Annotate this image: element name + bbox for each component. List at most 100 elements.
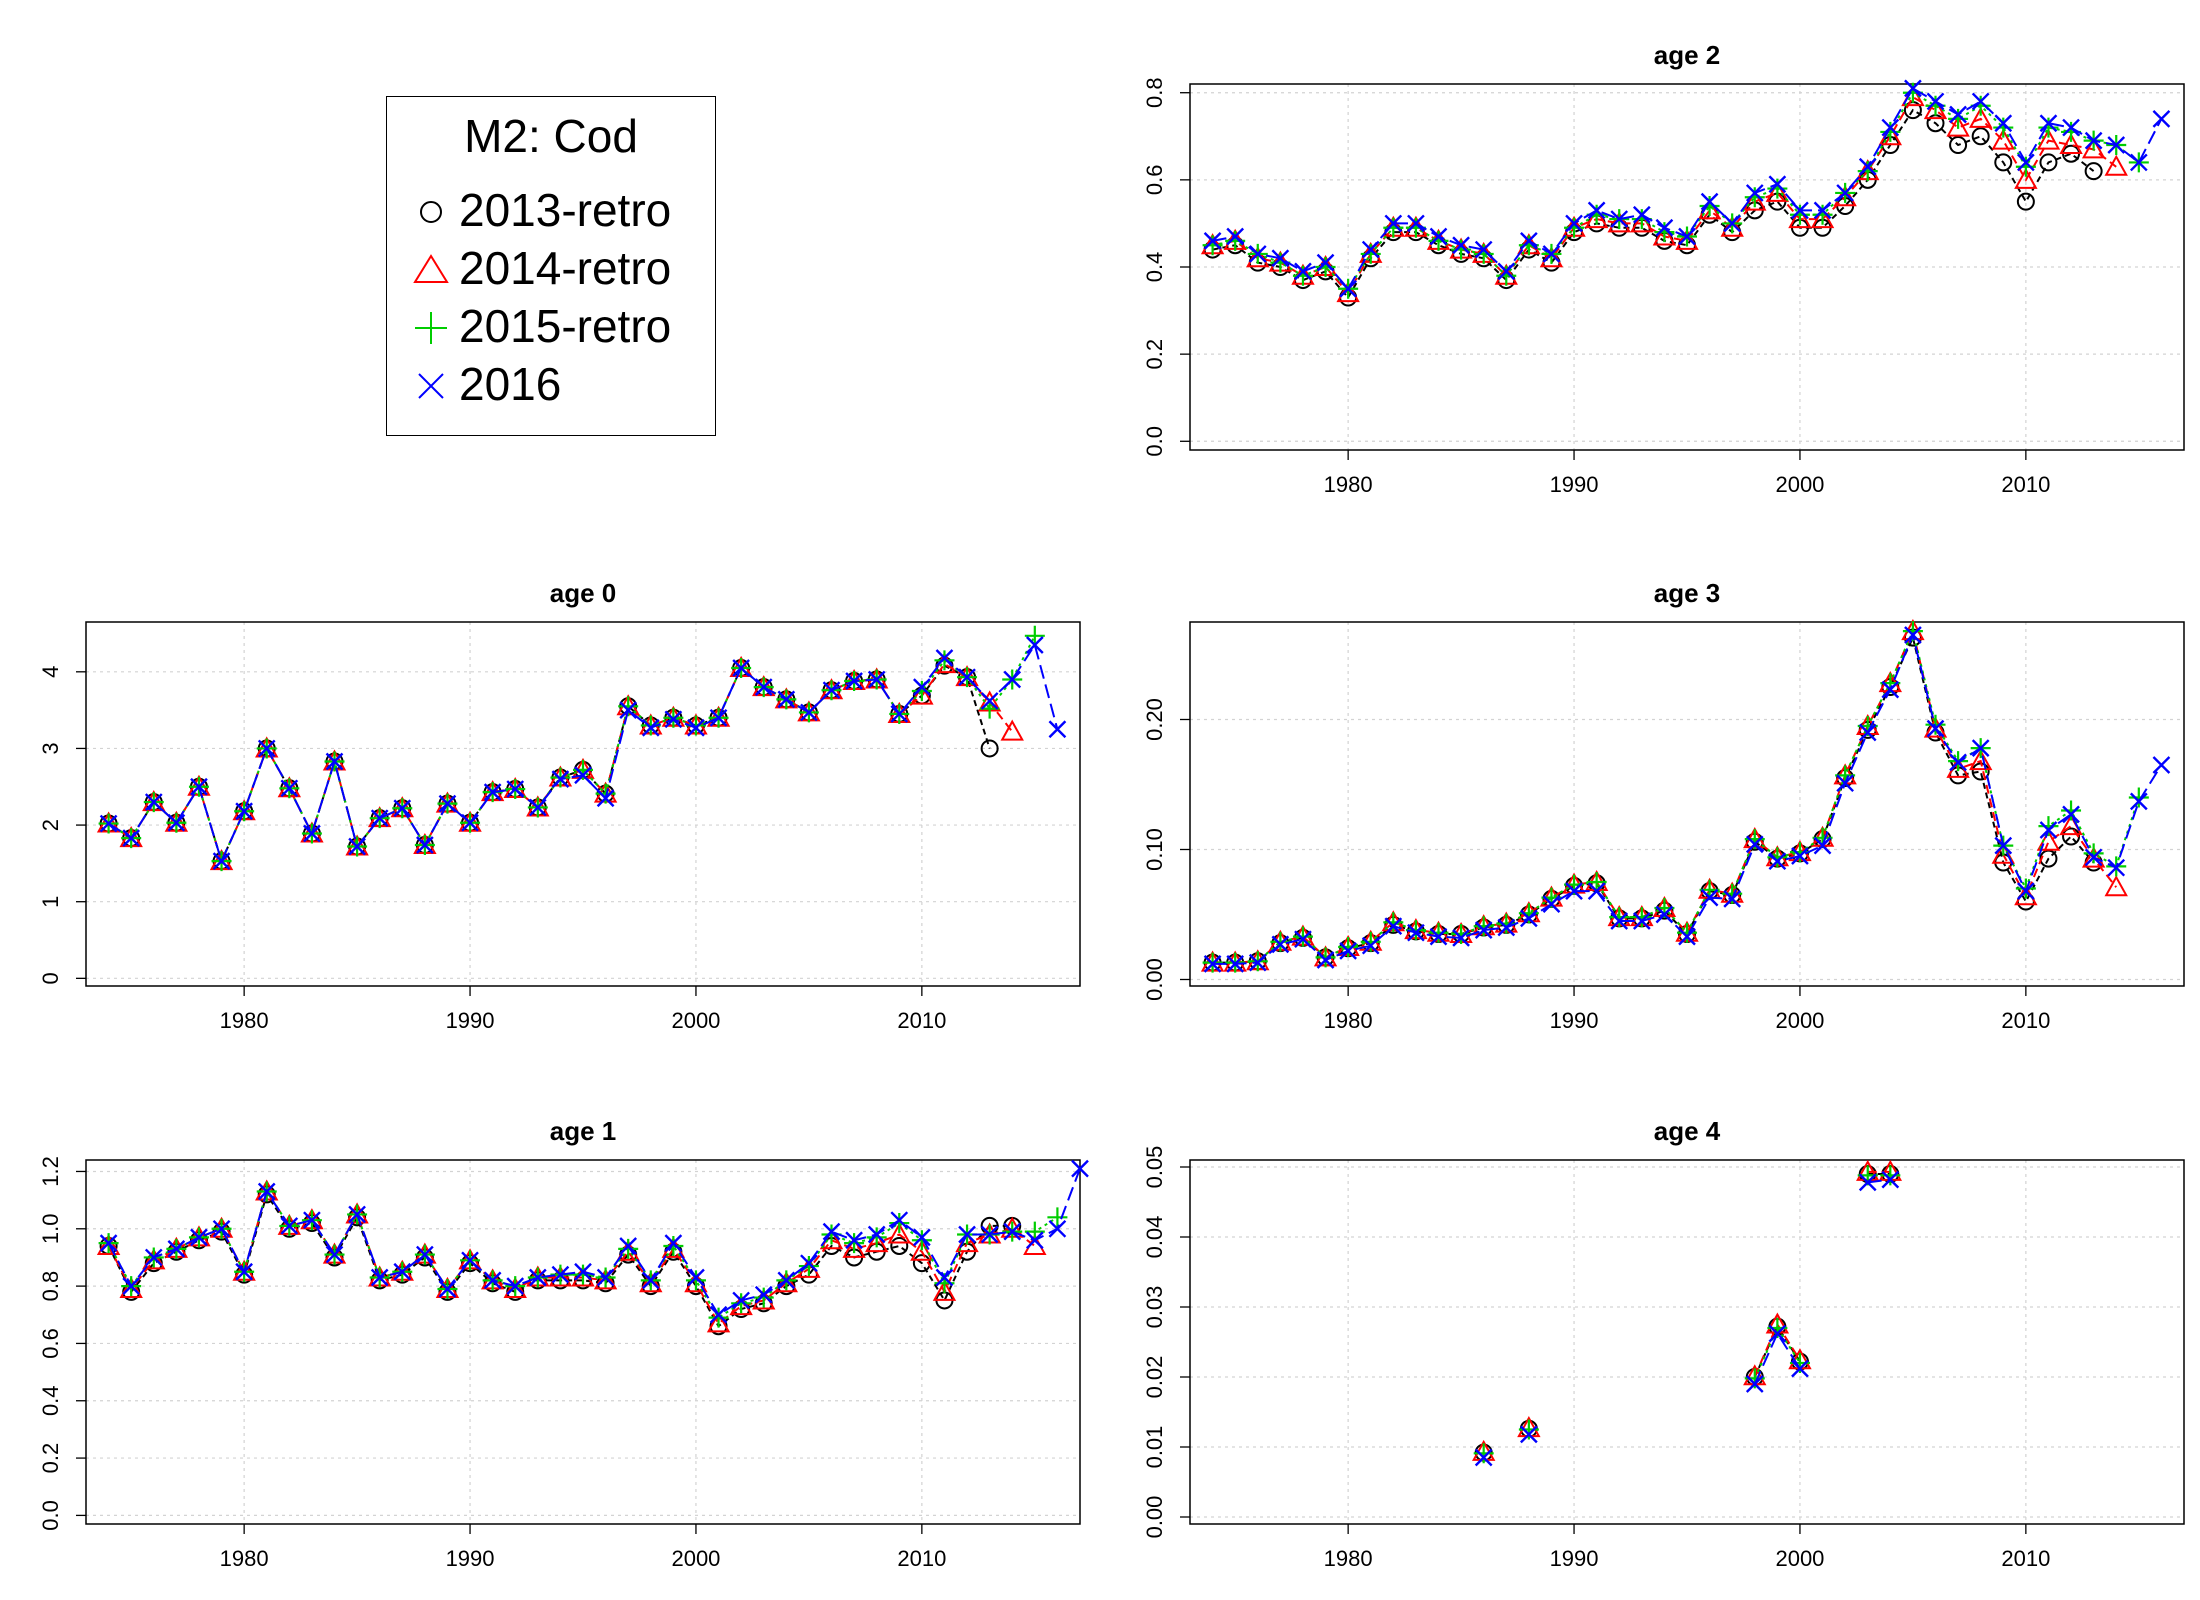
plot-frame	[85, 1159, 1081, 1525]
y-tick-label: 0.8	[1142, 77, 1167, 108]
data-point	[483, 783, 502, 801]
data-series	[1202, 82, 2149, 299]
data-point	[2062, 118, 2080, 137]
data-point	[1609, 907, 1630, 928]
data-point	[461, 813, 479, 832]
data-point	[1452, 236, 1470, 255]
circle-icon	[420, 201, 442, 223]
data-point	[2017, 882, 2035, 900]
data-point	[687, 718, 705, 737]
data-point	[732, 659, 750, 677]
data-point	[2016, 192, 2035, 211]
series-line	[1212, 91, 2140, 291]
data-point	[1316, 253, 1335, 272]
data-series	[1473, 1165, 1901, 1464]
data-point	[1858, 157, 1877, 176]
data-point	[1904, 79, 1922, 98]
data-point	[687, 1268, 705, 1287]
y-tick-label: 0.2	[38, 1443, 63, 1474]
data-point	[1542, 895, 1561, 913]
data-point	[1881, 118, 1900, 137]
data-point	[800, 703, 818, 722]
data-point	[461, 1251, 479, 1270]
data-series	[1200, 85, 2128, 303]
data-series	[1202, 621, 2149, 973]
data-point	[1383, 912, 1404, 933]
y-tick-label: 0.6	[38, 1328, 63, 1359]
data-point	[910, 1239, 934, 1261]
data-point	[980, 692, 999, 710]
data-point	[1632, 912, 1651, 930]
data-point	[596, 1268, 615, 1287]
data-point	[96, 1233, 121, 1255]
data-point	[1993, 117, 2014, 138]
x-tick-label: 1980	[1324, 1546, 1373, 1571]
data-point	[1294, 262, 1312, 281]
data-point	[980, 1225, 999, 1244]
data-point	[416, 1245, 434, 1264]
data-point	[2104, 875, 2128, 897]
y-tick-label: 1.0	[38, 1213, 63, 1244]
data-point	[1881, 1170, 1900, 1189]
data-point	[1048, 720, 1067, 739]
plus-icon	[415, 312, 447, 344]
series-line	[1753, 1173, 1891, 1378]
data-point	[280, 779, 299, 798]
data-point	[1338, 937, 1359, 957]
y-tick-label: 0.03	[1142, 1286, 1167, 1329]
data-point	[1542, 245, 1561, 263]
data-point	[1520, 1425, 1538, 1444]
data-point	[119, 1276, 143, 1298]
data-point	[2107, 136, 2126, 154]
data-point	[1587, 201, 1606, 220]
data-point	[235, 802, 253, 821]
data-point	[1768, 852, 1787, 871]
data-point	[1384, 917, 1403, 936]
data-point	[1678, 227, 1696, 246]
data-point	[416, 836, 434, 854]
data-point	[777, 690, 796, 709]
data-point	[866, 1227, 887, 1248]
y-tick-label: 1.2	[38, 1156, 63, 1187]
data-point	[483, 1271, 502, 1290]
data-point	[1339, 942, 1357, 960]
x-tick-label: 2010	[2001, 1546, 2050, 1571]
series-line	[108, 664, 991, 864]
data-point	[1584, 207, 1609, 229]
data-point	[800, 1254, 818, 1273]
data-point	[1315, 947, 1336, 968]
data-point	[2128, 787, 2149, 808]
chart-title: age 0	[550, 578, 617, 608]
data-point	[1203, 232, 1222, 250]
data-point	[1384, 214, 1403, 233]
data-point	[1564, 217, 1585, 238]
data-point	[639, 1271, 663, 1293]
data-point	[1071, 1159, 1089, 1178]
data-point	[913, 678, 931, 696]
data-point	[2038, 117, 2059, 138]
data-point	[1678, 927, 1696, 946]
data-point	[370, 809, 389, 828]
data-point	[1813, 201, 1832, 220]
legend-box: M2: Cod 2013-retro 2014-retro 2015-retro…	[386, 96, 716, 436]
plot-frame	[85, 621, 1081, 987]
data-point	[706, 1311, 731, 1333]
x-tick-label: 2000	[671, 1008, 720, 1033]
data-point	[1655, 218, 1674, 237]
x-tick-label: 1990	[1550, 472, 1599, 497]
x-tick-label: 1990	[446, 1008, 495, 1033]
x-tick-label: 1980	[1324, 472, 1373, 497]
data-point	[774, 1271, 799, 1293]
data-point	[1836, 184, 1854, 202]
data-point	[1226, 955, 1245, 973]
data-point	[551, 1265, 570, 1284]
data-point	[685, 1270, 706, 1291]
data-point	[212, 852, 231, 870]
data-point	[932, 1279, 957, 1301]
data-point	[548, 1265, 573, 1287]
data-point	[1677, 922, 1697, 943]
data-point	[1024, 1221, 1045, 1242]
data-point	[2017, 153, 2035, 172]
data-point	[1271, 935, 1290, 954]
data-point	[1473, 1443, 1494, 1464]
